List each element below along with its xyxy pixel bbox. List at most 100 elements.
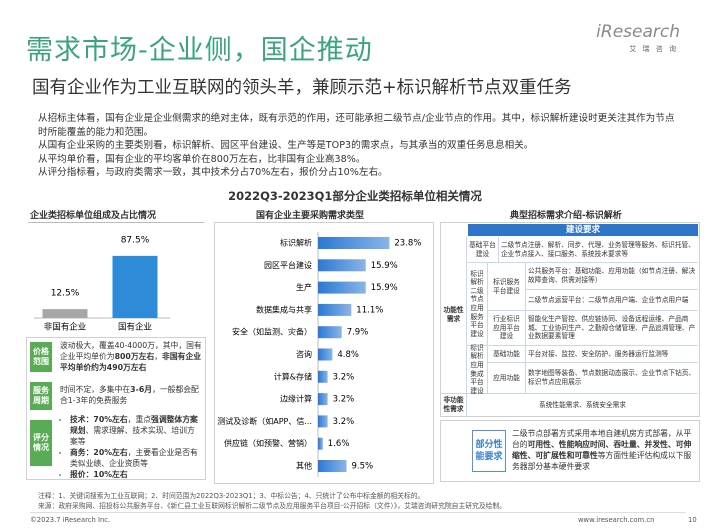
- category-label: 标识解析: [280, 238, 312, 248]
- value-label: 3.2%: [333, 417, 355, 427]
- div: 波动极大，覆盖40-4000万，其中，国有企业平均单价为800万左右，非国有企业…: [60, 340, 202, 373]
- text: www.iresearch.com.cn: [578, 516, 655, 524]
- intro: 从招标主体看，国有企业是企业侧需求的绝对主体，既有示范的作用，还可能承担二级节点…: [38, 112, 678, 180]
- panel-title: 典型招标需求介绍-标识解析: [510, 211, 622, 221]
- value-label: 3.2%: [333, 395, 355, 405]
- text-segment: 时间不定，多集中在: [60, 385, 131, 394]
- bar: [318, 415, 328, 428]
- text-segment: 3-6月: [130, 385, 153, 394]
- text: 从评分指标看，与政府类需求一致，其中技术分占70%左右，报价分占10%左右。: [38, 167, 388, 178]
- bar: [318, 326, 342, 339]
- text-segment: 强调整体方案规划: [70, 415, 198, 435]
- bar: [318, 370, 328, 383]
- category-label: 园区平台建设: [264, 260, 312, 270]
- section-title: 2022Q3-2023Q1部分企业类招标单位相关情况: [228, 189, 482, 203]
- text: 建设要求: [468, 224, 698, 236]
- text-segment: ，: [154, 352, 163, 361]
- text: 来源：政府采购网、招投标公共服务平台、《新仁县工业互联网标识解析二级节点及应用服…: [38, 502, 507, 510]
- row-label: 评分情况: [30, 420, 52, 466]
- bar: [318, 437, 323, 450]
- category-label: 咨询: [296, 349, 312, 359]
- bar: [318, 237, 390, 249]
- text: 从招标主体看，国有企业是企业侧需求的绝对主体，既有示范的作用，还可能承担二级节点…: [38, 113, 675, 138]
- text: 系统性能需求、系统安全需求: [539, 400, 626, 409]
- logo: iResearch: [596, 22, 680, 42]
- bullet: 商务：20%左右，主要看企业是否有类似业绩、企业资质等: [70, 447, 202, 469]
- panel-title: 企业类招标单位组成及占比情况: [30, 211, 157, 221]
- bullet: 报价：10%左右: [70, 469, 202, 480]
- value-label: 15.9%: [371, 261, 398, 271]
- value-label: 4.8%: [337, 350, 359, 360]
- text-segment: 可用性、性能响应时间、吞吐量、并发性、可伸缩性、可扩展性和可靠性: [512, 440, 692, 460]
- perf-box: [440, 420, 700, 482]
- text: 二级节点运营平台：二级节点用户端、企业节点用户端: [526, 290, 698, 311]
- value-label: 9.5%: [352, 462, 374, 472]
- logo-sub: 艾 瑞 咨 询: [629, 45, 678, 53]
- row-label: 标识解析二级节点应用服务平台建设: [467, 263, 488, 346]
- row-label: 基础功能: [488, 346, 526, 363]
- text-segment: 技术：70%左右: [70, 415, 128, 424]
- bullet: 技术：70%左右，重点强调整体方案规划、需求理解、技术实现、培训方案等: [70, 414, 202, 447]
- title: 需求市场-企业侧，国企推动: [26, 35, 373, 66]
- hbar-chart: 标识解析 23.8% 园区平台建设 15.9% 生产 15.9% 数据集成与共享 11.1% 安…: [217, 232, 421, 477]
- bar: [112, 255, 158, 318]
- text: 从国有企业采购的主要类别看，标识解析、园区平台建设、生产等是TOP3的需求点，与…: [38, 140, 534, 151]
- req-box: [440, 222, 700, 417]
- text: 注释：1、关键词搜索为工业互联网；2、时间范围为2022Q3-2023Q1；3、…: [38, 492, 425, 500]
- row-label: 标识解析应用集成平台建设: [467, 344, 488, 395]
- div: 二级节点部署方式采用本地自建机房方式部署，从平台的可用性、性能响应时间、吞吐量、…: [512, 428, 692, 472]
- value-label: 11.1%: [356, 305, 383, 315]
- category-label: 其他: [296, 461, 312, 471]
- text: 10: [688, 516, 697, 524]
- value-label: 7.9%: [347, 328, 369, 338]
- text-segment: ，主要看企业是否有类似业绩、企业资质等: [70, 448, 198, 468]
- category-label: 测试及诊断（如APP、信...: [217, 416, 312, 426]
- text-segment: 波动极大，覆盖40-4000万，其中，国有企业平均单价为: [60, 341, 202, 361]
- value-label: 87.5%: [121, 235, 150, 245]
- row-label: 标识服务平台建设: [488, 263, 526, 311]
- text-segment: ，一般都会配合1-3年的免费服务: [60, 385, 199, 405]
- text: 部分性能要求: [472, 430, 506, 472]
- row-label: 价格范围: [30, 342, 52, 372]
- bar: [42, 309, 88, 318]
- chart-box: [214, 222, 434, 484]
- info-box: [26, 337, 206, 480]
- category-label: 数据集成与共享: [256, 304, 312, 314]
- row-label: 非功能性需求: [441, 394, 467, 416]
- category-label: 计算&存储: [274, 371, 312, 381]
- value-label: 12.5%: [51, 289, 80, 299]
- category-label: 安全（如监测、灾备）: [232, 327, 312, 337]
- text-segment: 报价：10%左右: [70, 470, 128, 479]
- text-segment: 商务：20%左右: [70, 448, 128, 457]
- row-label: 行业标识应用平台建设: [488, 311, 526, 346]
- category-label: 边缘计算: [280, 394, 312, 404]
- value-label: 23.8%: [394, 239, 421, 249]
- text-segment: 等方面性能评估构成以下服务器部分基本硬件要求: [512, 451, 692, 471]
- text: 从平均单价看，国有企业的平均客单价在800万左右，比非国有企业高38%。: [38, 153, 366, 165]
- text: ©2023.7 iResearch Inc.: [30, 516, 111, 524]
- row-label: 应用功能: [488, 363, 526, 394]
- row-label: 基础平台建设: [467, 237, 499, 263]
- value-label: 1.6%: [328, 439, 350, 449]
- subtitle: 国有企业作为工业互联网的领头羊，兼顾示范+标识解析节点双重任务: [32, 78, 572, 98]
- row-label: 服务周期: [30, 382, 52, 410]
- text: 二级节点注册、解析、同步、代理、业务管理等服务、标识托管、企业节点接入、接口服务…: [499, 237, 698, 263]
- bar-chart: 12.5% 非国有企业 87.5% 国有企业: [34, 235, 170, 333]
- value-label: 3.2%: [333, 372, 355, 382]
- text-segment: ，重点: [127, 415, 152, 424]
- text: 数字地图等装备、节点数据动态展示、企业节点下钻页、标识节点应用展示: [526, 363, 698, 394]
- bullet-list: 技术：70%左右，重点强调整体方案规划、需求理解、技术实现、培训方案等商务：20…: [60, 414, 202, 480]
- text-segment: 、需求理解、技术实现、培训方案等: [70, 426, 195, 446]
- text: 平台对接、监控、安全防护、服务器运行监测等: [526, 346, 698, 363]
- rule: [28, 222, 204, 223]
- category-label: 国有企业: [118, 322, 152, 333]
- category-label: 非国有企业: [44, 322, 87, 333]
- category-label: 供应链（如预警、营销）: [224, 438, 312, 448]
- panel-title: 国有企业主要采购需求类型: [256, 211, 365, 221]
- row-label: 功能性需求: [441, 237, 467, 394]
- value-label: 15.9%: [371, 283, 398, 293]
- text-segment: 800万左右: [114, 352, 155, 361]
- footer-rule: [30, 512, 686, 513]
